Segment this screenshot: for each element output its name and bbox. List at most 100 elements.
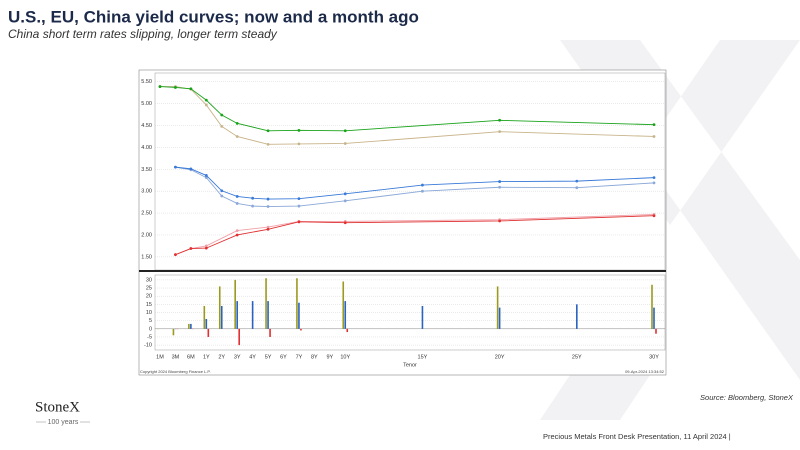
y-tick-label: 10	[146, 310, 152, 316]
curve-point	[189, 167, 193, 171]
x-tick-label: 8Y	[311, 354, 318, 360]
change-bar	[421, 305, 424, 329]
curve-point	[652, 214, 656, 218]
change-bar	[346, 328, 349, 333]
curve-point	[174, 86, 177, 89]
curve-point	[498, 180, 502, 183]
source: Source: Bloomberg, StoneX	[700, 393, 794, 402]
change-bar	[267, 301, 269, 329]
subtitle: China short term rates slipping, longer …	[8, 27, 278, 41]
y-tick-label: 2.50	[141, 211, 152, 217]
y-tick-label: -5	[147, 334, 152, 340]
y-tick-label: 5.50	[141, 79, 152, 85]
curve-point	[251, 196, 255, 200]
change-bar	[498, 307, 501, 329]
curve-point	[251, 204, 255, 208]
x-tick-label: 1Y	[203, 354, 210, 360]
curve-point	[297, 142, 301, 146]
change-bar	[205, 319, 208, 329]
curve-point	[235, 202, 239, 205]
curve-point	[343, 192, 347, 196]
y-tick-label: 3.00	[141, 189, 152, 195]
x-tick-label: 9Y	[326, 354, 333, 360]
y-tick-label: 0	[149, 326, 152, 332]
curve-point	[220, 189, 224, 193]
curve-point	[575, 186, 579, 190]
curve-point	[220, 194, 224, 198]
curve-point	[266, 225, 270, 229]
curve-point	[235, 233, 239, 237]
curve-point	[652, 123, 656, 127]
x-tick-label: 25Y	[572, 354, 582, 360]
curve-point	[266, 227, 270, 231]
curve-point	[204, 98, 208, 102]
curve-point	[266, 205, 270, 208]
curve-point	[343, 129, 347, 133]
curve-point	[174, 253, 177, 257]
x-tick-label: 4Y	[249, 354, 256, 360]
curve-point	[235, 135, 239, 138]
brand: StoneX	[35, 399, 80, 415]
y-tick-label: 4.50	[141, 123, 152, 129]
y-tick-label: 3.50	[141, 167, 152, 173]
x-tick-label: 15Y	[418, 354, 428, 360]
curve-point	[652, 176, 656, 180]
change-bar	[238, 328, 240, 346]
curve-point	[421, 183, 424, 187]
change-bar	[344, 301, 347, 329]
curve-point	[235, 121, 239, 125]
change-bar	[190, 323, 192, 329]
curve-point	[189, 87, 193, 91]
curve-point	[220, 113, 224, 117]
change-bar	[234, 279, 236, 329]
change-bar	[236, 301, 238, 329]
x-tick-label: 30Y	[649, 354, 659, 360]
x-tick-label: 2Y	[218, 354, 225, 360]
curve-point	[498, 219, 502, 223]
y-tick-label: 30	[146, 277, 152, 283]
curve-point	[204, 174, 208, 177]
x-tick-label: 6M	[187, 354, 195, 360]
curve-point	[421, 189, 424, 193]
curve-point	[498, 130, 502, 134]
curve-point	[204, 244, 208, 248]
x-axis-label: Tenor	[403, 362, 417, 368]
change-bar	[655, 328, 657, 334]
x-tick-label: 10Y	[340, 354, 350, 360]
x-tick-label: 3M	[172, 354, 180, 360]
change-bar	[300, 328, 302, 331]
y-tick-label: -10	[144, 343, 152, 349]
curve-point	[158, 85, 162, 88]
curve-point	[652, 135, 656, 138]
change-bar	[188, 323, 190, 329]
change-bar	[342, 281, 345, 329]
timestamp: 09-Apr-2024 13:34:52	[625, 369, 665, 374]
curve-point	[220, 125, 224, 128]
curve-point	[498, 118, 502, 122]
curve-point	[498, 185, 502, 189]
change-bar	[653, 307, 655, 329]
change-bar	[265, 278, 267, 329]
change-bar	[251, 301, 254, 329]
x-tick-label: 1M	[156, 354, 164, 360]
x-tick-label: 3Y	[234, 354, 241, 360]
y-tick-label: 5.00	[141, 101, 152, 107]
change-bar	[218, 286, 221, 329]
curve-point	[266, 129, 270, 133]
curve-point	[266, 197, 270, 201]
tagline: 100 years	[48, 419, 79, 426]
curve-point	[174, 165, 177, 169]
curve-point	[235, 229, 239, 233]
change-bar	[269, 328, 271, 337]
change-bar	[298, 302, 300, 329]
curve-point	[297, 197, 301, 201]
curve-point	[297, 220, 301, 224]
curve-point	[297, 128, 301, 132]
curve-point	[189, 247, 193, 250]
change-bar	[496, 286, 499, 329]
curve-point	[652, 181, 656, 185]
y-tick-label: 20	[146, 294, 152, 300]
y-tick-label: 15	[146, 302, 152, 308]
change-bar	[172, 328, 175, 336]
